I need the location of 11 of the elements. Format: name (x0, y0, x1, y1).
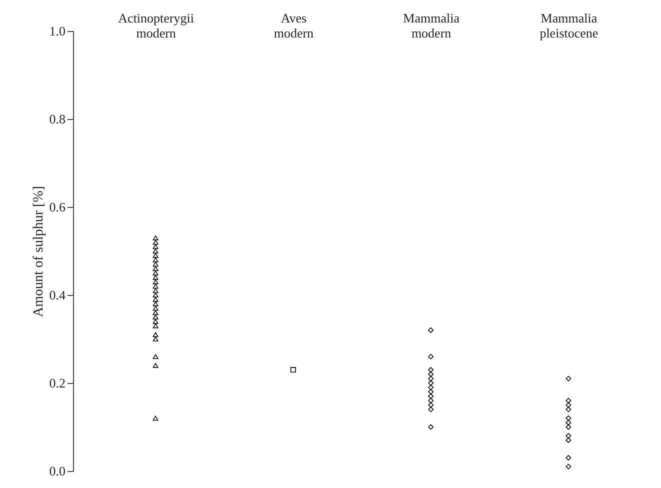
y-tick-label: 0.6 (49, 200, 66, 214)
y-tick-label: 0.0 (49, 464, 66, 478)
y-axis-title: Amount of sulphur [%] (31, 186, 46, 318)
x-tick-label: Mammalia pleistocene (540, 10, 598, 40)
y-tick-label: 1.0 (49, 24, 66, 38)
x-tick-label: Actinopterygii modern (118, 10, 194, 40)
y-tick-label: 0.8 (49, 112, 66, 126)
y-tick-label: 0.2 (49, 376, 66, 390)
x-tick-label: Aves modern (274, 10, 314, 40)
x-tick-label: Mammalia modern (403, 10, 460, 40)
y-tick-label: 0.4 (49, 288, 66, 302)
